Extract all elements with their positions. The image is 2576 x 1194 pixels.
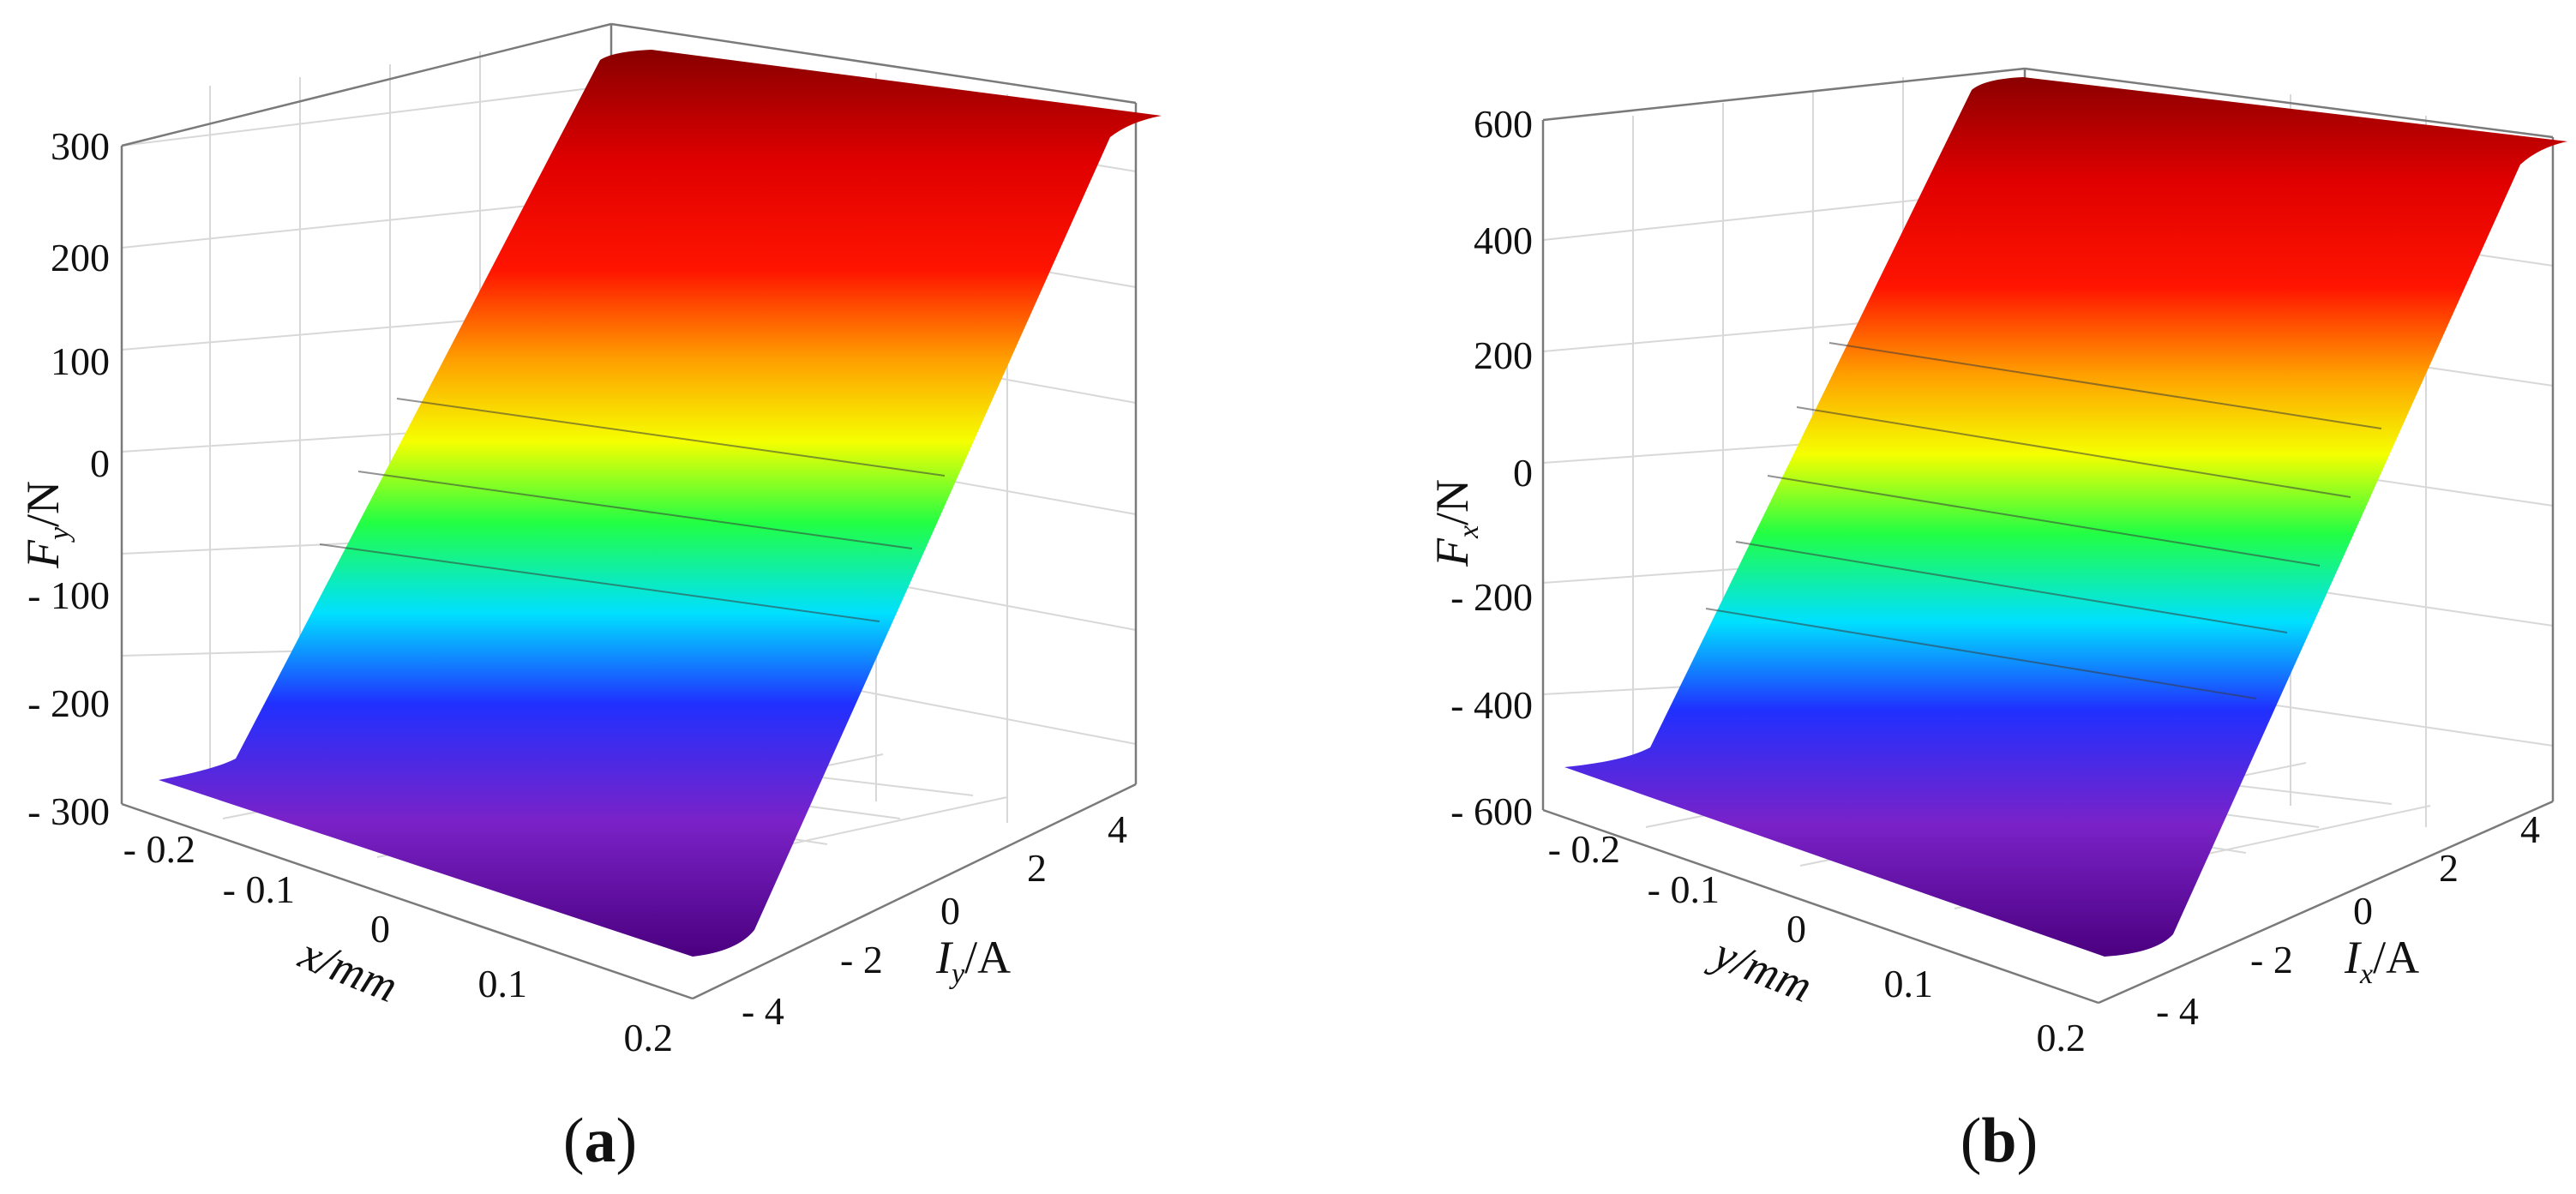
surface-a-contour [357,471,913,549]
surface-a-face [159,50,1162,957]
y-tick-label: - 4 [742,989,784,1033]
surface-b-face [1564,77,2567,957]
z-tick-label: - 600 [1450,789,1533,833]
x-tick-label: - 0.2 [1548,827,1620,871]
z-ticks-a: 300 200 100 0 - 100 - 200 - 300 [27,124,110,833]
z-tick-label: - 200 [1450,575,1533,619]
z-tick-label: 0 [90,441,110,485]
z-tick-label: 0 [1513,451,1533,495]
surface-b-contour [1828,342,2382,429]
y-tick-label: 0 [2353,889,2373,933]
box-edge [1542,808,2099,1005]
box-edge [2024,67,2554,139]
y-tick-label: 2 [1027,846,1047,890]
surface-b [1564,77,2567,957]
y-ticks-a: - 4 - 2 0 2 4 [742,807,1127,1033]
y-tick-label: 2 [2439,846,2459,890]
surface-b-contour [1767,475,2321,567]
z-ticks-b: 600 400 200 0 - 200 - 400 - 600 [1450,102,1533,833]
panel-label-b: (b) [1961,1106,2038,1176]
box-edge [610,22,1137,105]
y-tick-label: 0 [940,889,960,933]
x-tick-label: - 0.1 [1648,867,1720,911]
x-ticks-b: - 0.2 - 0.1 0 0.1 0.2 [1548,827,2086,1059]
z-tick-label: 300 [51,124,110,168]
z-tick-label: - 100 [27,573,110,617]
y-tick-label: - 2 [2250,938,2293,981]
y-tick-label: 4 [1108,807,1127,851]
z-tick-label: - 300 [27,789,110,833]
grid-line [121,85,612,147]
z-tick-label: - 400 [1450,683,1533,727]
x-tick-label: - 0.1 [223,867,295,911]
y-tick-label: 4 [2520,807,2540,851]
z-tick-label: 200 [51,236,110,279]
panel-label-a: (a) [563,1106,637,1176]
y-tick-label: - 4 [2156,989,2199,1033]
surface-a [159,50,1162,957]
x-ticks-a: - 0.2 - 0.1 0 0.1 0.2 [123,827,673,1059]
box-edge [121,802,694,1000]
y-axis-label-a: Iy/A [935,932,1011,990]
x-tick-label: - 0.2 [123,827,195,871]
surface-a-contour [319,543,880,622]
panel-b: 600 400 200 0 - 200 - 400 - 600 Fx/N - 0… [1426,67,2567,1176]
z-tick-label: 200 [1474,333,1533,377]
panel-a: 300 200 100 0 - 100 - 200 - 300 Fy/N - 0… [17,22,1162,1176]
surface-b-contour [1705,608,2257,699]
x-tick-label: 0 [1786,907,1806,951]
y-axis-label-b: Ix/A [2344,932,2419,990]
z-tick-label: 600 [1474,102,1533,146]
x-tick-label: 0.2 [624,1016,674,1059]
box-b [1541,67,2555,1005]
z-tick-label: - 200 [27,681,110,725]
surface-b-contour [1735,541,2288,633]
y-ticks-b: - 4 - 2 0 2 4 [2156,807,2540,1033]
box-edge [2098,800,2554,1005]
box-edge [692,783,1137,1000]
z-tick-label: 400 [1474,219,1533,262]
x-tick-label: 0.1 [478,962,528,1005]
y-tick-label: - 2 [840,938,883,981]
z-axis-label-a: Fy/N [17,481,75,569]
z-axis-label-b: Fx/N [1426,479,1485,567]
x-tick-label: 0 [370,907,390,951]
x-tick-label: 0.2 [2037,1016,2087,1059]
box-edge [1542,67,2026,122]
surface-b-contour [1796,406,2351,498]
box-edge [121,22,612,147]
surface-a-contour [396,398,946,477]
x-tick-label: 0.1 [1884,962,1934,1005]
z-tick-label: 100 [51,339,110,383]
